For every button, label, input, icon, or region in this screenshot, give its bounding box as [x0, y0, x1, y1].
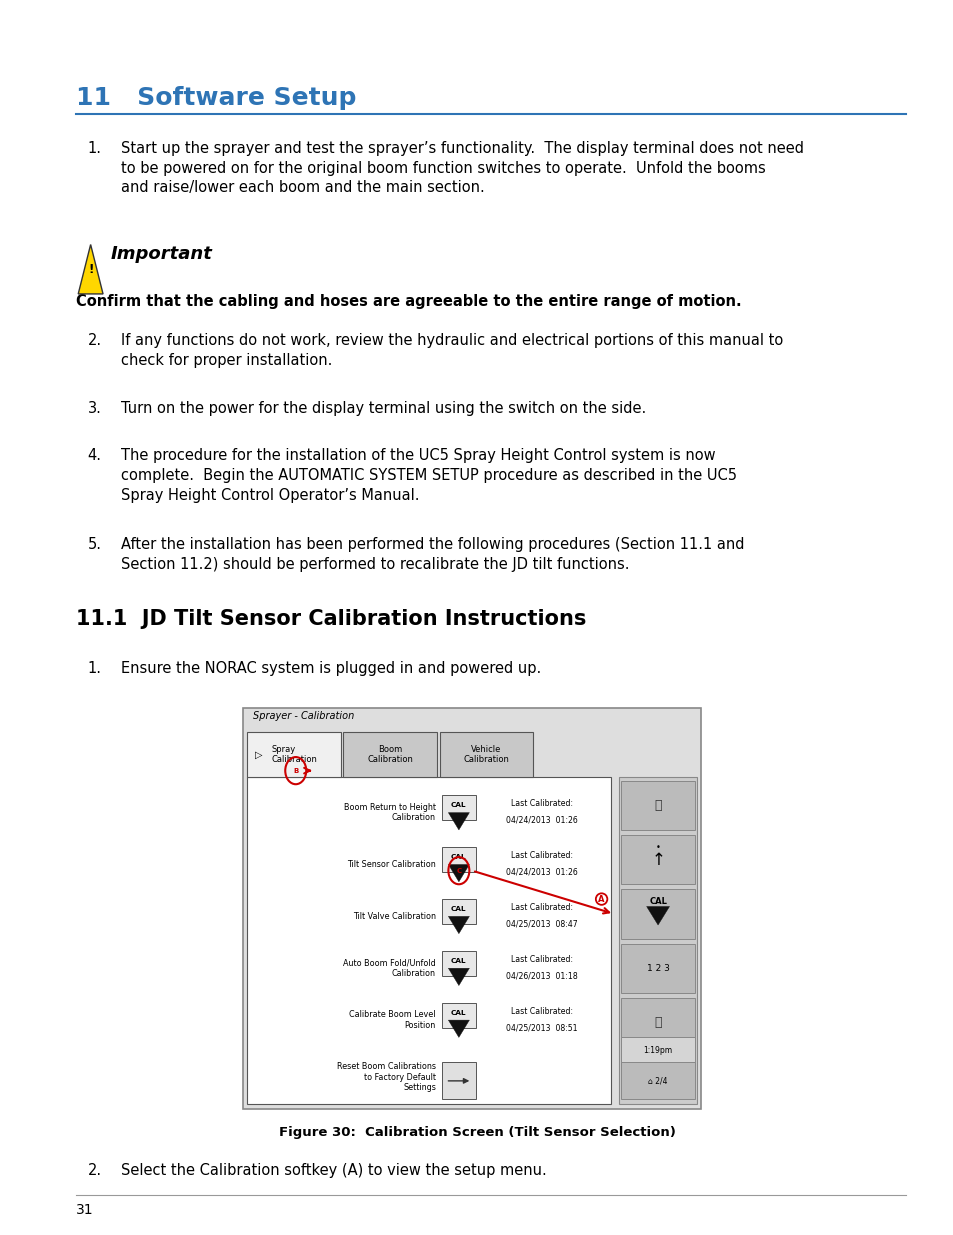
Text: Select the Calibration softkey (A) to view the setup menu.: Select the Calibration softkey (A) to vi… [121, 1163, 546, 1178]
FancyBboxPatch shape [441, 847, 476, 872]
Text: ↑: ↑ [651, 851, 664, 868]
Text: 2.: 2. [88, 333, 102, 348]
Text: B: B [293, 768, 298, 773]
Polygon shape [448, 1020, 469, 1037]
Text: ⌂ 2/4: ⌂ 2/4 [648, 1076, 667, 1086]
FancyBboxPatch shape [441, 795, 476, 820]
Text: Figure 30:  Calibration Screen (Tilt Sensor Selection): Figure 30: Calibration Screen (Tilt Sens… [278, 1126, 675, 1140]
FancyBboxPatch shape [620, 781, 695, 830]
Text: 5.: 5. [88, 537, 102, 552]
Text: 2.: 2. [88, 1163, 102, 1178]
Text: 31: 31 [76, 1203, 93, 1216]
Text: After the installation has been performed the following procedures (Section 11.1: After the installation has been performe… [121, 537, 744, 572]
Text: CAL: CAL [451, 958, 466, 963]
Text: 3.: 3. [88, 401, 102, 416]
FancyBboxPatch shape [620, 835, 695, 884]
FancyBboxPatch shape [441, 899, 476, 924]
FancyBboxPatch shape [618, 777, 697, 1104]
Polygon shape [448, 813, 469, 830]
FancyBboxPatch shape [620, 1037, 695, 1065]
Text: !: ! [88, 263, 93, 275]
FancyBboxPatch shape [243, 708, 700, 1109]
Text: Last Calibrated:: Last Calibrated: [511, 955, 572, 965]
Text: Boom Return to Height
Calibration: Boom Return to Height Calibration [344, 803, 436, 823]
Text: 📖: 📖 [654, 1016, 661, 1029]
Text: 1.: 1. [88, 141, 102, 156]
Text: CAL: CAL [451, 906, 466, 911]
FancyBboxPatch shape [620, 998, 695, 1047]
Polygon shape [448, 864, 469, 882]
Text: If any functions do not work, review the hydraulic and electrical portions of th: If any functions do not work, review the… [121, 333, 782, 368]
Text: CAL: CAL [451, 855, 466, 860]
Text: 04/24/2013  01:26: 04/24/2013 01:26 [505, 815, 578, 825]
Text: 04/25/2013  08:47: 04/25/2013 08:47 [505, 919, 578, 929]
Text: 1:19pm: 1:19pm [643, 1046, 672, 1056]
Text: The procedure for the installation of the UC5 Spray Height Control system is now: The procedure for the installation of th… [121, 448, 737, 503]
FancyBboxPatch shape [247, 732, 340, 777]
Text: C: C [456, 868, 461, 873]
Text: Boom
Calibration: Boom Calibration [367, 745, 413, 764]
Text: Start up the sprayer and test the sprayer’s functionality.  The display terminal: Start up the sprayer and test the spraye… [121, 141, 803, 195]
Text: Tilt Sensor Calibration: Tilt Sensor Calibration [347, 860, 436, 869]
FancyBboxPatch shape [439, 732, 533, 777]
Text: Confirm that the cabling and hoses are agreeable to the entire range of motion.: Confirm that the cabling and hoses are a… [76, 294, 741, 309]
FancyBboxPatch shape [620, 1062, 695, 1099]
Text: 4.: 4. [88, 448, 102, 463]
Text: Turn on the power for the display terminal using the switch on the side.: Turn on the power for the display termin… [121, 401, 646, 416]
Polygon shape [448, 968, 469, 986]
Text: Auto Boom Fold/Unfold
Calibration: Auto Boom Fold/Unfold Calibration [343, 958, 436, 978]
Text: 04/25/2013  08:51: 04/25/2013 08:51 [505, 1023, 578, 1032]
FancyBboxPatch shape [441, 951, 476, 976]
Text: 11.1  JD Tilt Sensor Calibration Instructions: 11.1 JD Tilt Sensor Calibration Instruct… [76, 609, 586, 629]
Text: Vehicle
Calibration: Vehicle Calibration [463, 745, 509, 764]
FancyBboxPatch shape [441, 1062, 476, 1099]
Text: 1.: 1. [88, 661, 102, 676]
Text: ▷: ▷ [254, 750, 262, 760]
Text: 11   Software Setup: 11 Software Setup [76, 86, 356, 110]
Polygon shape [448, 916, 469, 934]
Text: 🚜: 🚜 [654, 799, 661, 811]
FancyBboxPatch shape [620, 944, 695, 993]
Text: Important: Important [111, 245, 213, 263]
Text: CAL: CAL [451, 803, 466, 808]
Text: 04/26/2013  01:18: 04/26/2013 01:18 [505, 971, 578, 981]
Text: CAL: CAL [648, 897, 666, 906]
Text: 04/24/2013  01:26: 04/24/2013 01:26 [505, 867, 578, 877]
Text: Spray
Calibration: Spray Calibration [272, 745, 317, 764]
Text: •: • [655, 842, 659, 852]
Text: Last Calibrated:: Last Calibrated: [511, 799, 572, 809]
FancyBboxPatch shape [441, 1003, 476, 1028]
Text: CAL: CAL [451, 1010, 466, 1015]
Text: Tilt Valve Calibration: Tilt Valve Calibration [353, 911, 436, 921]
Text: Ensure the NORAC system is plugged in and powered up.: Ensure the NORAC system is plugged in an… [121, 661, 541, 676]
Text: Last Calibrated:: Last Calibrated: [511, 851, 572, 861]
Text: Sprayer - Calibration: Sprayer - Calibration [253, 711, 354, 721]
FancyBboxPatch shape [620, 889, 695, 939]
Text: Last Calibrated:: Last Calibrated: [511, 1007, 572, 1016]
Polygon shape [646, 906, 669, 925]
Text: Calibrate Boom Level
Position: Calibrate Boom Level Position [349, 1010, 436, 1030]
FancyBboxPatch shape [343, 732, 436, 777]
FancyBboxPatch shape [247, 777, 611, 1104]
Polygon shape [78, 245, 103, 294]
Text: Reset Boom Calibrations
to Factory Default
Settings: Reset Boom Calibrations to Factory Defau… [336, 1062, 436, 1092]
Text: A: A [598, 894, 604, 904]
Text: Last Calibrated:: Last Calibrated: [511, 903, 572, 913]
Text: 1 2 3: 1 2 3 [646, 963, 669, 973]
